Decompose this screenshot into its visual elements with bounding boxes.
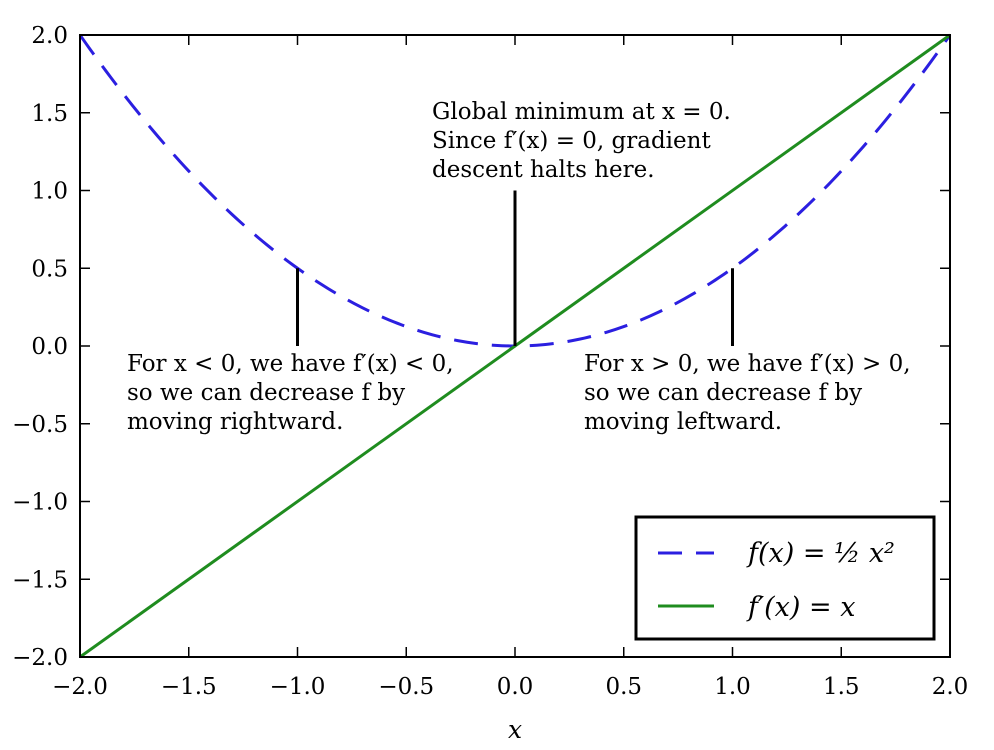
annotation-line: Since f′(x) = 0, gradient [432, 128, 711, 154]
x-tick-label: −2.0 [52, 674, 108, 700]
x-tick-label: −1.5 [161, 674, 217, 700]
annotation-line: descent halts here. [432, 157, 655, 183]
annotation-text: For x > 0, we have f′(x) > 0, so we can d… [584, 351, 911, 435]
y-tick-label: 0.5 [31, 256, 68, 282]
x-tick-label: 1.0 [714, 674, 751, 700]
x-tick-label: −0.5 [378, 674, 434, 700]
x-axis-title: x [508, 715, 522, 744]
y-tick-label: 1.5 [31, 101, 68, 127]
y-tick-label: −1.5 [12, 567, 68, 593]
annotation-line: For x < 0, we have f′(x) < 0, [127, 351, 454, 377]
y-tick-label: 0.0 [31, 334, 68, 360]
x-tick-label: 0.0 [497, 674, 534, 700]
annotation-line: Global minimum at x = 0. [432, 99, 731, 125]
y-tick-label: 2.0 [31, 23, 68, 49]
x-tick-label: 1.5 [823, 674, 860, 700]
annotation-line: moving rightward. [127, 409, 343, 435]
legend-label-fprime: f′(x) = x [746, 592, 855, 623]
y-tick-label: −2.0 [12, 645, 68, 671]
annotation-line: moving leftward. [584, 409, 782, 435]
annotation-layer: Global minimum at x = 0. Since f′(x) = 0,… [127, 99, 911, 435]
annotation-line: so we can decrease f by [584, 380, 862, 406]
legend: f(x) = ½ x² f′(x) = x [634, 515, 936, 641]
x-tick-label: 0.5 [605, 674, 642, 700]
annotation-text: Global minimum at x = 0. Since f′(x) = 0,… [432, 99, 731, 183]
annotation-line: For x > 0, we have f′(x) > 0, [584, 351, 911, 377]
annotation-text: For x < 0, we have f′(x) < 0, so we can d… [127, 351, 454, 435]
y-tick-label: −1.0 [12, 490, 68, 516]
y-tick-label: 1.0 [31, 179, 68, 205]
y-tick-label: −0.5 [12, 412, 68, 438]
x-tick-label: −1.0 [270, 674, 326, 700]
legend-label-f: f(x) = ½ x² [746, 538, 895, 569]
legend-box [634, 515, 936, 641]
x-tick-label: 2.0 [932, 674, 969, 700]
annotation-line: so we can decrease f by [127, 380, 405, 406]
tick-layer: −2.0 −1.5 −1.0 −0.5 0.0 0.5 1.0 1.5 2.0 −2.0 −1.5 −… [12, 23, 968, 700]
